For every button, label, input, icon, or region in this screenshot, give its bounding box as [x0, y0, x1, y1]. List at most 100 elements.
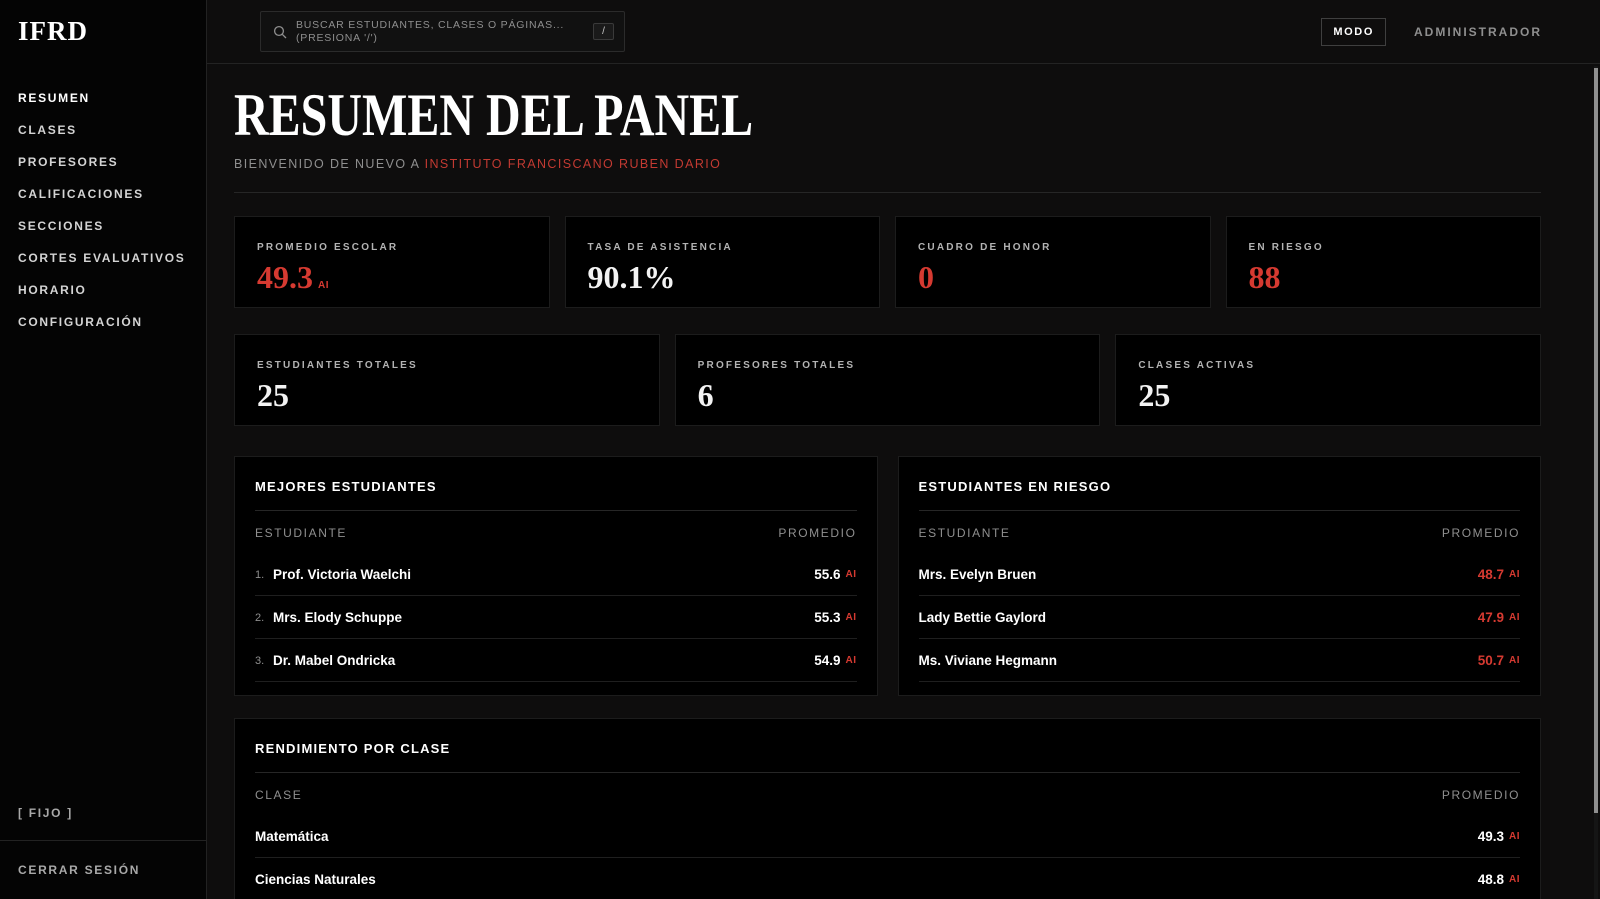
stat-value: 90.1% — [587, 259, 676, 295]
stat-value: 25 — [257, 377, 289, 413]
table-row[interactable]: Matemática 49.3 AI — [255, 815, 1520, 858]
sidebar-divider — [0, 840, 206, 841]
column-average: PROMEDIO — [1441, 788, 1520, 802]
welcome-subtitle: BIENVENIDO DE NUEVO A INSTITUTO FRANCISC… — [234, 157, 1541, 171]
stats-row-1: PROMEDIO ESCOLAR 49.3 AI TASA DE ASISTENC… — [234, 216, 1541, 308]
stat-value: 0 — [918, 259, 934, 295]
topbar: BUSCAR ESTUDIANTES, CLASES O PÁGINAS... … — [207, 0, 1600, 64]
ai-badge: AI — [1509, 569, 1520, 580]
ai-badge: AI — [845, 612, 857, 623]
table-row[interactable]: Mrs. Evelyn Bruen 48.7 AI — [918, 553, 1520, 596]
scrollbar-thumb[interactable] — [1594, 68, 1598, 813]
ai-badge: AI — [1509, 655, 1520, 666]
table-row[interactable]: 3. Dr. Mabel Ondricka 54.9 AI — [255, 639, 857, 682]
sidebar-item-resumen[interactable]: RESUMEN — [18, 91, 90, 105]
column-student: ESTUDIANTE — [255, 526, 348, 540]
student-name: Prof. Victoria Waelchi — [273, 567, 412, 582]
stat-card-estudiantes-totales: ESTUDIANTES TOTALES 25 — [234, 334, 660, 426]
student-name: Dr. Mabel Ondricka — [273, 653, 396, 668]
user-role-label: ADMINISTRADOR — [1414, 24, 1542, 39]
search-icon — [273, 25, 287, 38]
search-input[interactable]: BUSCAR ESTUDIANTES, CLASES O PÁGINAS... … — [260, 11, 625, 52]
table-row[interactable]: Lady Bettie Gaylord 47.9 AI — [918, 596, 1520, 639]
institution-name: INSTITUTO FRANCISCANO RUBEN DARIO — [424, 157, 722, 171]
stat-label: TASA DE ASISTENCIA — [587, 242, 733, 253]
stat-label: PROMEDIO ESCOLAR — [257, 242, 399, 253]
class-performance-panel: RENDIMIENTO POR CLASE CLASE PROMEDIO Mat… — [234, 718, 1541, 899]
sidebar-item-cortes-evaluativos[interactable]: CORTES EVALUATIVOS — [18, 251, 186, 265]
sidebar: IFRD RESUMEN CLASES PROFESORES CALIFICAC… — [0, 0, 207, 899]
table-row[interactable]: 1. Prof. Victoria Waelchi 55.6 AI — [255, 553, 857, 596]
student-name: Lady Bettie Gaylord — [918, 610, 1047, 625]
sidebar-nav: RESUMEN CLASES PROFESORES CALIFICACIONES… — [0, 82, 206, 338]
sidebar-footer: [ FIJO ] CERRAR SESIÓN — [0, 792, 206, 899]
top-students-panel: MEJORES ESTUDIANTES ESTUDIANTE PROMEDIO … — [234, 456, 878, 696]
ai-badge: AI — [845, 655, 857, 666]
risk-students-panel: ESTUDIANTES EN RIESGO ESTUDIANTE PROMEDI… — [897, 456, 1541, 696]
table-header: ESTUDIANTE PROMEDIO — [919, 511, 1521, 553]
header-divider — [234, 192, 1541, 193]
table-row[interactable]: 2. Mrs. Elody Schuppe 55.3 AI — [255, 596, 857, 639]
table-row[interactable]: Ms. Viviane Hegmann 50.7 AI — [918, 639, 1520, 682]
stat-label: CLASES ACTIVAS — [1138, 360, 1256, 371]
stats-row-2: ESTUDIANTES TOTALES 25 PROFESORES TOTALE… — [234, 334, 1541, 426]
table-row[interactable]: Ciencias Naturales 48.8 AI — [255, 858, 1520, 899]
table-header: ESTUDIANTE PROMEDIO — [255, 511, 857, 553]
mode-toggle-button[interactable]: MODO — [1321, 17, 1386, 46]
welcome-text: BIENVENIDO DE NUEVO A — [234, 157, 425, 171]
stat-card-en-riesgo: EN RIESGO 88 — [1225, 216, 1541, 308]
rank-label: 3. — [255, 654, 265, 667]
table-header: CLASE PROMEDIO — [255, 773, 1520, 815]
ai-badge: AI — [1509, 831, 1520, 842]
logout-button[interactable]: CERRAR SESIÓN — [18, 863, 141, 877]
stat-card-tasa-asistencia: TASA DE ASISTENCIA 90.1% — [564, 216, 880, 308]
main-content: RESUMEN DEL PANEL BIENVENIDO DE NUEVO A … — [207, 64, 1600, 899]
page-title: RESUMEN DEL PANEL — [234, 82, 754, 148]
ai-badge: AI — [845, 569, 857, 580]
ai-badge: AI — [318, 280, 329, 291]
stat-card-clases-activas: CLASES ACTIVAS 25 — [1115, 334, 1541, 426]
panel-title: MEJORES ESTUDIANTES — [255, 479, 857, 511]
column-average: PROMEDIO — [1441, 526, 1520, 540]
ai-badge: AI — [1509, 874, 1520, 885]
stat-label: CUADRO DE HONOR — [918, 242, 1052, 253]
average-value: 54.9 — [814, 653, 841, 668]
stat-value: 6 — [697, 377, 714, 413]
panel-title: RENDIMIENTO POR CLASE — [255, 741, 1520, 773]
sidebar-item-calificaciones[interactable]: CALIFICACIONES — [18, 187, 144, 201]
sidebar-item-clases[interactable]: CLASES — [18, 123, 77, 137]
average-value: 48.8 — [1477, 872, 1504, 887]
average-value: 55.6 — [814, 567, 841, 582]
class-name: Matemática — [255, 829, 329, 844]
stat-value: 49.3 AI — [257, 259, 329, 295]
student-name: Ms. Viviane Hegmann — [918, 653, 1058, 668]
average-value: 47.9 — [1477, 610, 1504, 625]
pin-sidebar-toggle[interactable]: [ FIJO ] — [18, 806, 73, 820]
class-name: Ciencias Naturales — [255, 872, 376, 887]
stat-label: PROFESORES TOTALES — [697, 360, 856, 371]
sidebar-item-configuracion[interactable]: CONFIGURACIÓN — [18, 315, 143, 329]
average-value: 55.3 — [814, 610, 841, 625]
sidebar-item-profesores[interactable]: PROFESORES — [18, 155, 119, 169]
ai-badge: AI — [1509, 612, 1520, 623]
student-name: Mrs. Evelyn Bruen — [918, 567, 1037, 582]
average-value: 50.7 — [1477, 653, 1504, 668]
sidebar-item-horario[interactable]: HORARIO — [18, 283, 87, 297]
topbar-right: MODO ADMINISTRADOR — [1321, 17, 1542, 46]
stat-label: EN RIESGO — [1248, 242, 1324, 253]
slash-shortcut-key: / — [593, 23, 614, 40]
search-placeholder: BUSCAR ESTUDIANTES, CLASES O PÁGINAS... … — [296, 18, 565, 44]
column-student: ESTUDIANTE — [918, 526, 1011, 540]
rank-label: 1. — [255, 568, 265, 581]
average-value: 48.7 — [1477, 567, 1504, 582]
student-name: Mrs. Elody Schuppe — [273, 610, 403, 625]
stat-value: 88 — [1248, 259, 1281, 295]
stat-card-profesores-totales: PROFESORES TOTALES 6 — [674, 334, 1101, 426]
panel-title: ESTUDIANTES EN RIESGO — [918, 479, 1520, 511]
stat-label: ESTUDIANTES TOTALES — [257, 360, 418, 371]
rank-label: 2. — [255, 611, 265, 624]
sidebar-item-secciones[interactable]: SECCIONES — [18, 219, 104, 233]
app-logo[interactable]: IFRD — [18, 16, 88, 46]
stat-card-promedio-escolar: PROMEDIO ESCOLAR 49.3 AI — [234, 216, 550, 308]
average-value: 49.3 — [1477, 829, 1504, 844]
